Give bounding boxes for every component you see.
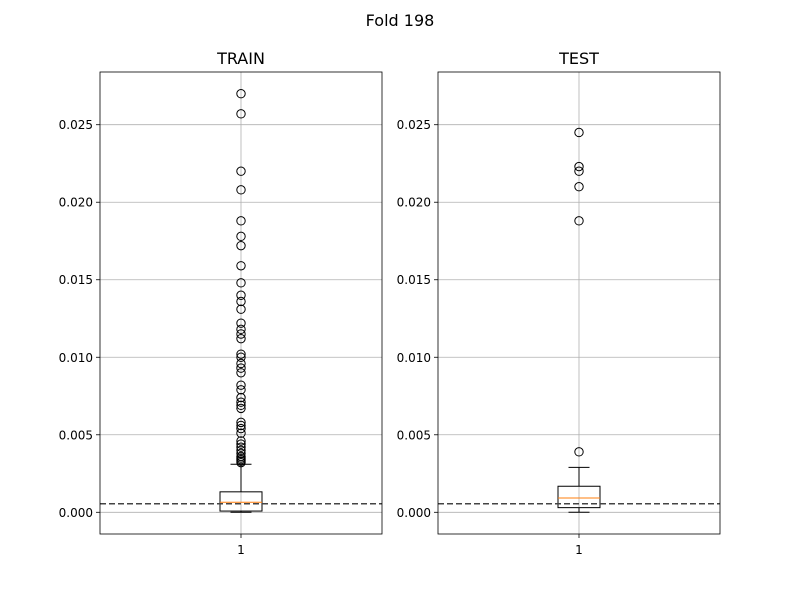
outlier-point: [236, 392, 246, 403]
outlier-point: [236, 436, 246, 446]
outlier-point: [236, 261, 246, 271]
outlier-point: [236, 445, 246, 455]
y-tick-label: 0.005: [59, 428, 93, 442]
outlier-point: [236, 385, 246, 395]
outlier-point: [236, 403, 246, 414]
outlier-point: [574, 161, 584, 172]
outlier-point: [236, 349, 246, 359]
outlier-point: [236, 109, 246, 119]
outlier-point: [236, 363, 246, 373]
outlier-point: [236, 380, 246, 390]
y-tick-label: 0.010: [397, 351, 431, 365]
outlier-point: [574, 182, 584, 192]
subplot-title: TRAIN: [216, 49, 265, 68]
outlier-point: [236, 423, 246, 434]
outlier-point: [236, 417, 246, 428]
y-tick-label: 0.025: [59, 118, 93, 132]
outlier-point: [236, 358, 246, 369]
outlier-point: [236, 304, 246, 314]
outlier-point: [236, 352, 246, 362]
subplot-title: TEST: [558, 49, 599, 68]
outlier-point: [236, 428, 246, 438]
outlier-point: [236, 240, 246, 251]
outlier-point: [236, 397, 246, 407]
outlier-point: [236, 368, 246, 378]
outlier-point: [236, 318, 246, 328]
outlier-point: [574, 447, 584, 457]
y-tick-label: 0.020: [59, 196, 93, 210]
y-tick-label: 0.000: [397, 506, 431, 520]
outlier-point: [236, 231, 246, 242]
iqr-box: [219, 491, 263, 512]
x-tick-label: 1: [237, 543, 245, 557]
y-tick-label: 0.010: [59, 351, 93, 365]
outlier-point: [236, 400, 246, 411]
outlier-point: [574, 166, 584, 176]
outlier-point: [236, 439, 246, 449]
outlier-point: [236, 448, 246, 459]
outlier-point: [236, 216, 246, 226]
y-tick-label: 0.005: [397, 428, 431, 442]
subplot-train: 0.000 0.005 0.010 0.015 0.020 0.025 1 TRAIN: [59, 49, 383, 557]
x-tick-label: 1: [575, 543, 583, 557]
outlier-point: [236, 329, 246, 339]
y-tick-label: 0.020: [397, 196, 431, 210]
iqr-box: [557, 485, 601, 509]
y-tick-label: 0.015: [59, 273, 93, 287]
outlier-point: [236, 296, 246, 307]
outlier-point: [236, 457, 246, 468]
outlier-point: [236, 185, 246, 195]
outlier-point: [236, 89, 246, 99]
outlier-point: [236, 442, 246, 452]
y-tick-label: 0.025: [397, 118, 431, 132]
y-tick-label: 0.015: [397, 273, 431, 287]
subplot-test: 0.000 0.005 0.010 0.015 0.020 0.025 1 TEST: [397, 49, 721, 557]
outlier-point: [236, 324, 246, 335]
outlier-point: [574, 127, 584, 138]
y-tick-label: 0.000: [59, 506, 93, 520]
outlier-point: [236, 166, 246, 176]
outlier-point: [574, 216, 584, 226]
outlier-point: [236, 278, 246, 288]
outlier-point: [236, 333, 246, 344]
figure-title: Fold 198: [366, 11, 435, 30]
outlier-point: [236, 420, 246, 431]
outlier-point: [236, 290, 246, 300]
